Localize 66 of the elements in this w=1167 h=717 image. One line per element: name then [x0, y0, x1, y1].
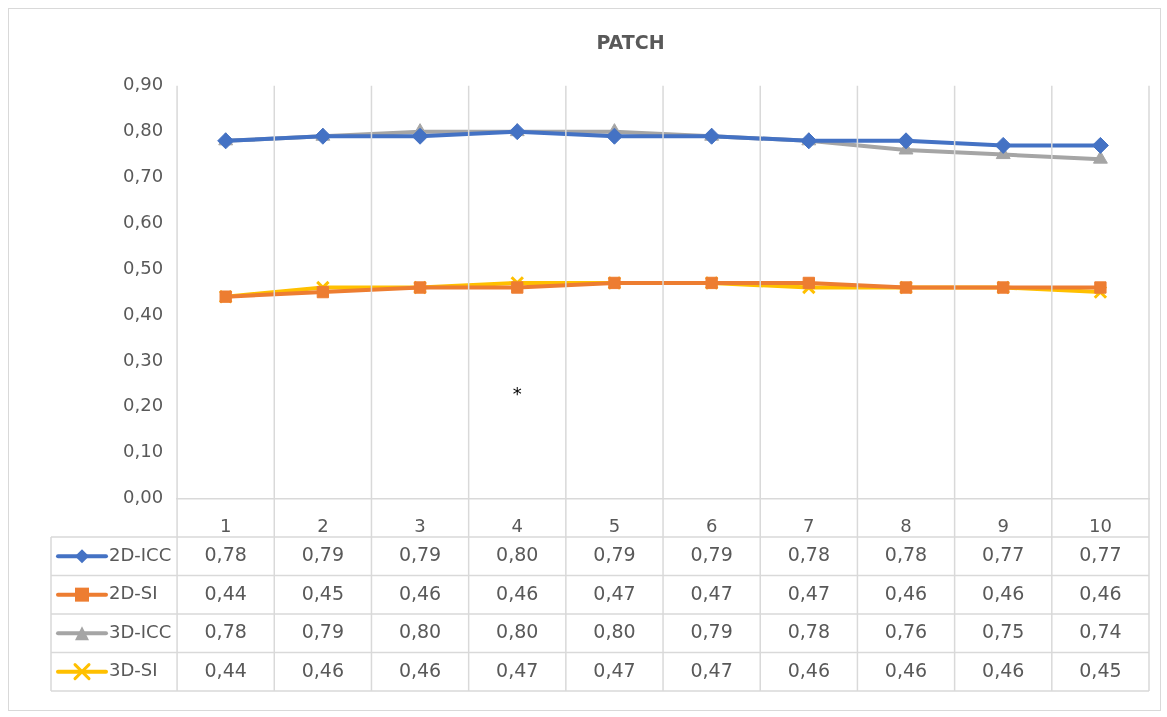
chart-title: PATCH: [596, 31, 665, 54]
legend-label: 2D-SI: [109, 582, 158, 604]
data-label: 0,46: [982, 581, 1025, 604]
data-label: 0,46: [884, 581, 928, 604]
legend-label: 3D-SI: [109, 659, 158, 681]
data-label: 0,77: [982, 543, 1025, 566]
data-label: 0,74: [1079, 620, 1122, 643]
y-tick-label: 0,50: [123, 256, 164, 278]
data-label: 0,46: [398, 658, 442, 681]
data-label: 0,79: [301, 543, 345, 566]
data-label: 0,78: [787, 620, 830, 643]
data-label: 0,78: [787, 543, 830, 566]
data-label: 0,46: [1079, 581, 1122, 604]
x-tick-label: 2: [317, 514, 329, 536]
x-tick-label: 5: [608, 514, 621, 536]
data-label: 0,79: [593, 543, 636, 566]
data-label: 0,46: [884, 658, 928, 681]
y-tick-label: 0,40: [123, 302, 164, 324]
data-label: 0,46: [496, 581, 539, 604]
data-label: 0,76: [884, 620, 928, 643]
x-tick-label: 6: [705, 514, 718, 536]
data-label: 0,80: [593, 620, 636, 643]
y-tick-label: 0,30: [123, 348, 164, 370]
data-label: 0,79: [690, 620, 733, 643]
data-label: 0,80: [496, 620, 539, 643]
x-tick-label: 1: [219, 514, 232, 536]
y-tick-label: 0,10: [123, 440, 164, 462]
data-label: 0,46: [787, 658, 830, 681]
y-tick-label: 0,70: [123, 165, 164, 187]
legend-label: 3D-ICC: [109, 620, 172, 642]
data-label: 0,78: [884, 543, 928, 566]
data-label: 0,46: [301, 658, 345, 681]
y-tick-label: 0,00: [123, 486, 164, 508]
x-tick-label: 7: [803, 514, 815, 536]
data-label: 0,47: [496, 658, 539, 681]
data-label: 0,47: [787, 581, 830, 604]
data-label: 0,45: [1079, 658, 1122, 681]
y-tick-label: 0,60: [123, 211, 164, 233]
data-label: 0,80: [496, 543, 539, 566]
y-tick-label: 0,20: [123, 394, 164, 416]
data-label: 0,78: [204, 543, 247, 566]
data-label: 0,44: [204, 581, 247, 604]
annotation: *: [512, 382, 522, 404]
x-tick-label: 10: [1088, 514, 1112, 536]
x-tick-label: 4: [511, 514, 523, 536]
legend-label: 2D-ICC: [109, 543, 172, 565]
data-label: 0,79: [690, 543, 733, 566]
data-label: 0,45: [301, 581, 345, 604]
data-label: 0,47: [593, 581, 636, 604]
data-label: 0,47: [690, 658, 733, 681]
data-label: 0,44: [204, 658, 247, 681]
data-label: 0,46: [982, 658, 1025, 681]
data-label: 0,77: [1079, 543, 1122, 566]
data-label: 0,80: [398, 620, 442, 643]
y-tick-label: 0,90: [123, 73, 164, 95]
x-tick-label: 3: [414, 514, 426, 536]
data-label: 0,79: [301, 620, 345, 643]
x-tick-label: 9: [997, 514, 1009, 536]
data-label: 0,79: [398, 543, 442, 566]
x-tick-label: 8: [900, 514, 912, 536]
data-label: 0,78: [204, 620, 247, 643]
data-label: 0,46: [398, 581, 442, 604]
y-tick-label: 0,80: [123, 119, 164, 141]
data-label: 0,47: [690, 581, 733, 604]
data-label: 0,47: [593, 658, 636, 681]
data-label: 0,75: [982, 620, 1025, 643]
